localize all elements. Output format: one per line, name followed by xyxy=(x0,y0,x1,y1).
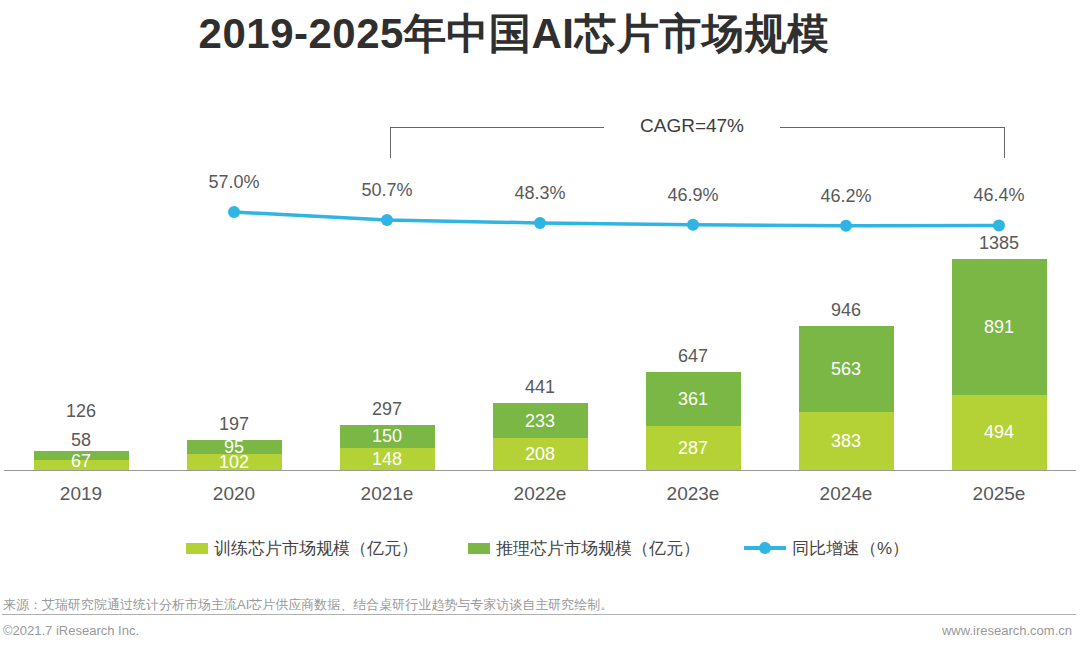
bar-train-label: 67 xyxy=(21,451,141,471)
bar-inference-label: 150 xyxy=(327,426,447,446)
bar-inference-label: 361 xyxy=(633,389,753,409)
bar-total-label: 647 xyxy=(633,346,753,366)
x-axis-label: 2019 xyxy=(21,483,141,505)
growth-line-swatch xyxy=(744,546,786,550)
legend-item-inference: 推理芯片市场规模（亿元） xyxy=(468,537,700,559)
growth-rate-label: 46.2% xyxy=(786,186,906,206)
x-axis-label: 2021e xyxy=(327,483,447,505)
bar-train-label: 383 xyxy=(786,431,906,451)
bar-train-label: 148 xyxy=(327,449,447,469)
bar-total-label: 297 xyxy=(327,399,447,419)
bar-train-label: 494 xyxy=(939,422,1059,442)
bar-inference-label: 233 xyxy=(480,411,600,431)
legend-label-growth: 同比增速（%） xyxy=(792,537,909,560)
chart-title: 2019-2025年中国AI芯片市场规模 xyxy=(0,6,1080,62)
copyright-text: ©2021.7 iResearch Inc. xyxy=(3,623,139,638)
inference-series-swatch xyxy=(468,543,490,554)
growth-rate-label: 50.7% xyxy=(327,180,447,200)
train-series-swatch xyxy=(186,543,208,554)
x-axis-label: 2020 xyxy=(174,483,294,505)
bar-total-label: 1385 xyxy=(939,233,1059,253)
bar-train-label: 287 xyxy=(633,438,753,458)
growth-rate-label: 46.4% xyxy=(939,185,1059,205)
bar-total-label: 197 xyxy=(174,414,294,434)
legend-item-growth: 同比增速（%） xyxy=(744,537,909,559)
x-axis-label: 2022e xyxy=(480,483,600,505)
bar-total-label: 126 xyxy=(21,401,141,421)
growth-rate-label: 46.9% xyxy=(633,185,753,205)
footer-divider xyxy=(2,614,1076,615)
bar-inference-label: 891 xyxy=(939,317,1059,337)
growth-rate-label: 48.3% xyxy=(480,183,600,203)
chart-page: 2019-2025年中国AI芯片市场规模 CAGR=47% 126 5867 201… xyxy=(0,0,1080,651)
bar-inference-label: 58 xyxy=(21,430,141,450)
x-axis-label: 2024e xyxy=(786,483,906,505)
cagr-label: CAGR=47% xyxy=(604,115,780,137)
bar-total-label: 946 xyxy=(786,300,906,320)
growth-dot-icon xyxy=(759,542,771,554)
x-axis-label: 2025e xyxy=(939,483,1059,505)
website-link[interactable]: www.iresearch.com.cn xyxy=(942,623,1072,638)
bar-inference-label: 563 xyxy=(786,359,906,379)
legend: 训练芯片市场规模（亿元） 推理芯片市场规模（亿元） 同比增速（%） xyxy=(0,537,1080,559)
x-axis-label: 2023e xyxy=(633,483,753,505)
x-axis-line xyxy=(4,470,1076,471)
bar-total-label: 441 xyxy=(480,377,600,397)
source-note: 来源：艾瑞研究院通过统计分析市场主流AI芯片供应商数据、结合桌研行业趋势与专家访… xyxy=(3,596,613,614)
legend-label-train: 训练芯片市场规模（亿元） xyxy=(214,537,418,560)
growth-rate-label: 57.0% xyxy=(174,172,294,192)
legend-label-inference: 推理芯片市场规模（亿元） xyxy=(496,537,700,560)
legend-item-train: 训练芯片市场规模（亿元） xyxy=(186,537,418,559)
bar-train-label: 208 xyxy=(480,444,600,464)
